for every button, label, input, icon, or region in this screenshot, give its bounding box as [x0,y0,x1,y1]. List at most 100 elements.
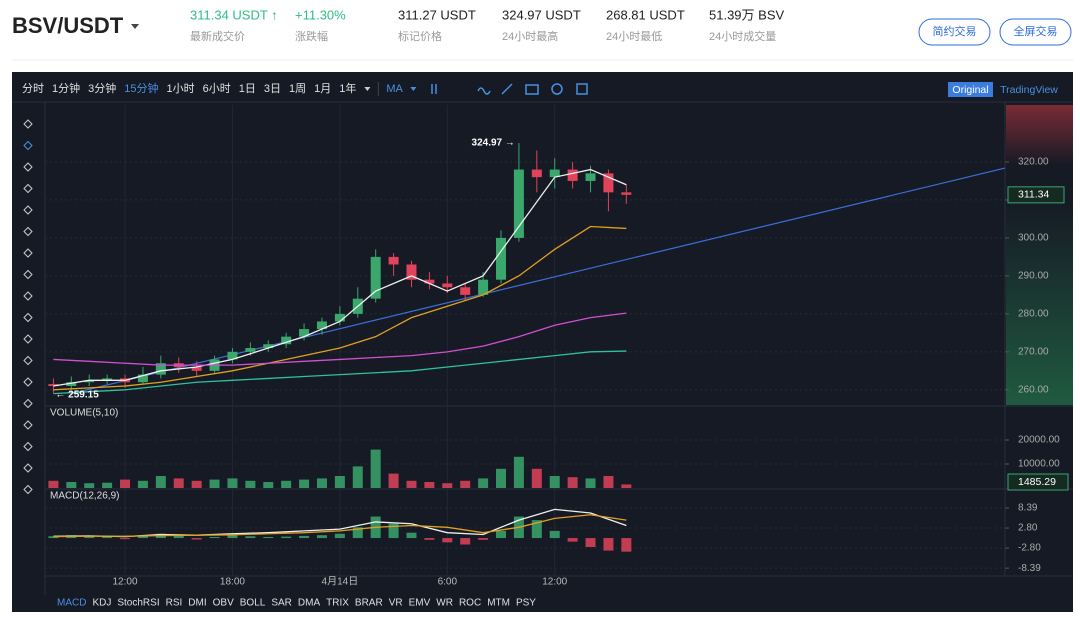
indicator-tab[interactable]: TRIX [326,598,349,609]
y-tick-label: -2.80 [1018,543,1041,554]
candle-body [66,382,77,387]
drawing-tool[interactable] [23,484,33,495]
macd-bar [316,535,327,539]
indicator-tab[interactable]: VR [389,598,403,609]
interval[interactable]: 1小时 [167,82,195,95]
pair[interactable]: BSV/USDT [12,13,124,38]
chart-panel [12,72,1073,612]
macd-bar [621,538,632,552]
tool-icon[interactable] [431,84,437,94]
indicator-tab[interactable]: OBV [213,598,234,609]
indicator-tab[interactable]: RSI [166,598,183,609]
candle-body [531,169,542,178]
drawing-tool[interactable] [23,334,33,344]
y-tick-label: 10000.00 [1018,459,1060,470]
stat-value: 311.34 USDT ↑ [190,7,278,22]
indicator-tab[interactable]: EMV [409,598,431,609]
drawing-tool[interactable] [23,119,33,129]
indicator-tab[interactable]: PSY [516,598,536,609]
stat-label: 24小时最高 [502,29,558,43]
drawing-tool[interactable] [23,162,33,172]
indicator-tab[interactable]: KDJ [92,598,111,609]
indicator-tab[interactable]: WR [436,598,453,609]
drawing-tool[interactable] [23,183,33,194]
volume-bar [66,482,77,488]
view-label[interactable]: Original [952,84,988,96]
interval[interactable]: 3日 [264,83,281,95]
caret[interactable] [410,87,417,91]
indicator-tab[interactable]: StochRSI [117,598,159,609]
drawing-tool[interactable] [23,463,33,473]
tool-icon[interactable] [477,87,491,95]
view-tab[interactable] [948,82,993,97]
drawing-tool[interactable] [23,441,33,452]
macd-bar [48,536,59,539]
drawing-tool[interactable] [23,226,33,237]
interval[interactable]: 分时 [22,82,44,95]
interval[interactable]: 1分钟 [52,81,80,95]
indicator-tab[interactable]: BRAR [355,598,383,609]
button[interactable] [918,18,991,46]
pair-caret[interactable] [131,24,139,29]
interval[interactable]: 1年 [339,81,356,95]
price-annotation: 324.97 → [472,138,515,149]
drawing-tool[interactable] [23,269,33,280]
indicator-tab[interactable]: MACD [57,598,86,609]
candle-body [102,378,113,381]
x-tick-label: 12:00 [542,577,567,588]
tool-icon[interactable] [525,84,539,95]
drawing-tool[interactable] [23,248,33,258]
indicator-tab[interactable]: DMI [188,598,206,609]
tool-icon[interactable] [501,83,513,95]
interval[interactable]: 1周 [289,82,306,95]
tool-icon[interactable] [551,83,563,95]
last-value-box [1007,186,1065,204]
drawing-tool[interactable] [23,140,33,151]
stat-label: 24小时最低 [606,30,662,43]
pane-title: MACD(12,26,9) [50,491,119,502]
interval[interactable]: 6小时 [203,82,231,95]
drawing-tool[interactable] [23,377,33,387]
indicator-tab[interactable]: ROC [459,598,481,609]
indicator-tab[interactable]: MTM [487,598,510,609]
view-label[interactable]: TradingView [1000,84,1058,96]
drawing-tool[interactable] [23,291,33,301]
indicator-tab[interactable]: BOLL [240,598,266,609]
drawing-tool[interactable] [23,398,33,409]
volume-bar [155,476,166,488]
indicator-tab[interactable]: DMA [298,598,321,609]
candle-body [281,336,292,345]
interval[interactable]: 1月 [314,83,331,95]
pane-title: VOLUME(5,10) [50,408,118,419]
interval[interactable]: 1日 [239,83,256,95]
indicator-tab[interactable]: SAR [271,598,292,609]
macd-bar [352,527,363,539]
drawing-tool[interactable] [23,205,33,215]
y-tick-label: 2.80 [1018,523,1038,534]
candle-body [603,173,614,193]
interval[interactable]: 15分钟 [124,81,158,95]
drawing-tool[interactable] [23,420,33,430]
interval[interactable]: 3分钟 [88,81,116,95]
button-label[interactable]: 简约交易 [933,24,977,38]
trendline [71,167,1006,395]
tool-icon[interactable] [576,83,588,95]
last-value: 311.34 [1018,189,1049,201]
candle-body [155,363,166,375]
volume-bar [370,449,381,488]
indicator-menu[interactable]: MA [386,83,403,95]
stat-value: 324.97 USDT [502,7,581,22]
button[interactable] [999,18,1072,46]
button-label[interactable]: 全屏交易 [1014,24,1058,38]
macd-bar [531,520,542,539]
drawing-tool[interactable] [23,355,33,366]
caret[interactable] [364,87,371,91]
y-tick-label: 300.00 [1018,233,1049,244]
candle-body [496,237,507,280]
candle-body [263,344,274,349]
depth-ask [1006,105,1073,165]
depth-bid [1006,200,1073,405]
x-tick-label: 4月14日 [322,576,359,588]
indicator-line [53,514,627,538]
drawing-tool[interactable] [23,312,33,323]
